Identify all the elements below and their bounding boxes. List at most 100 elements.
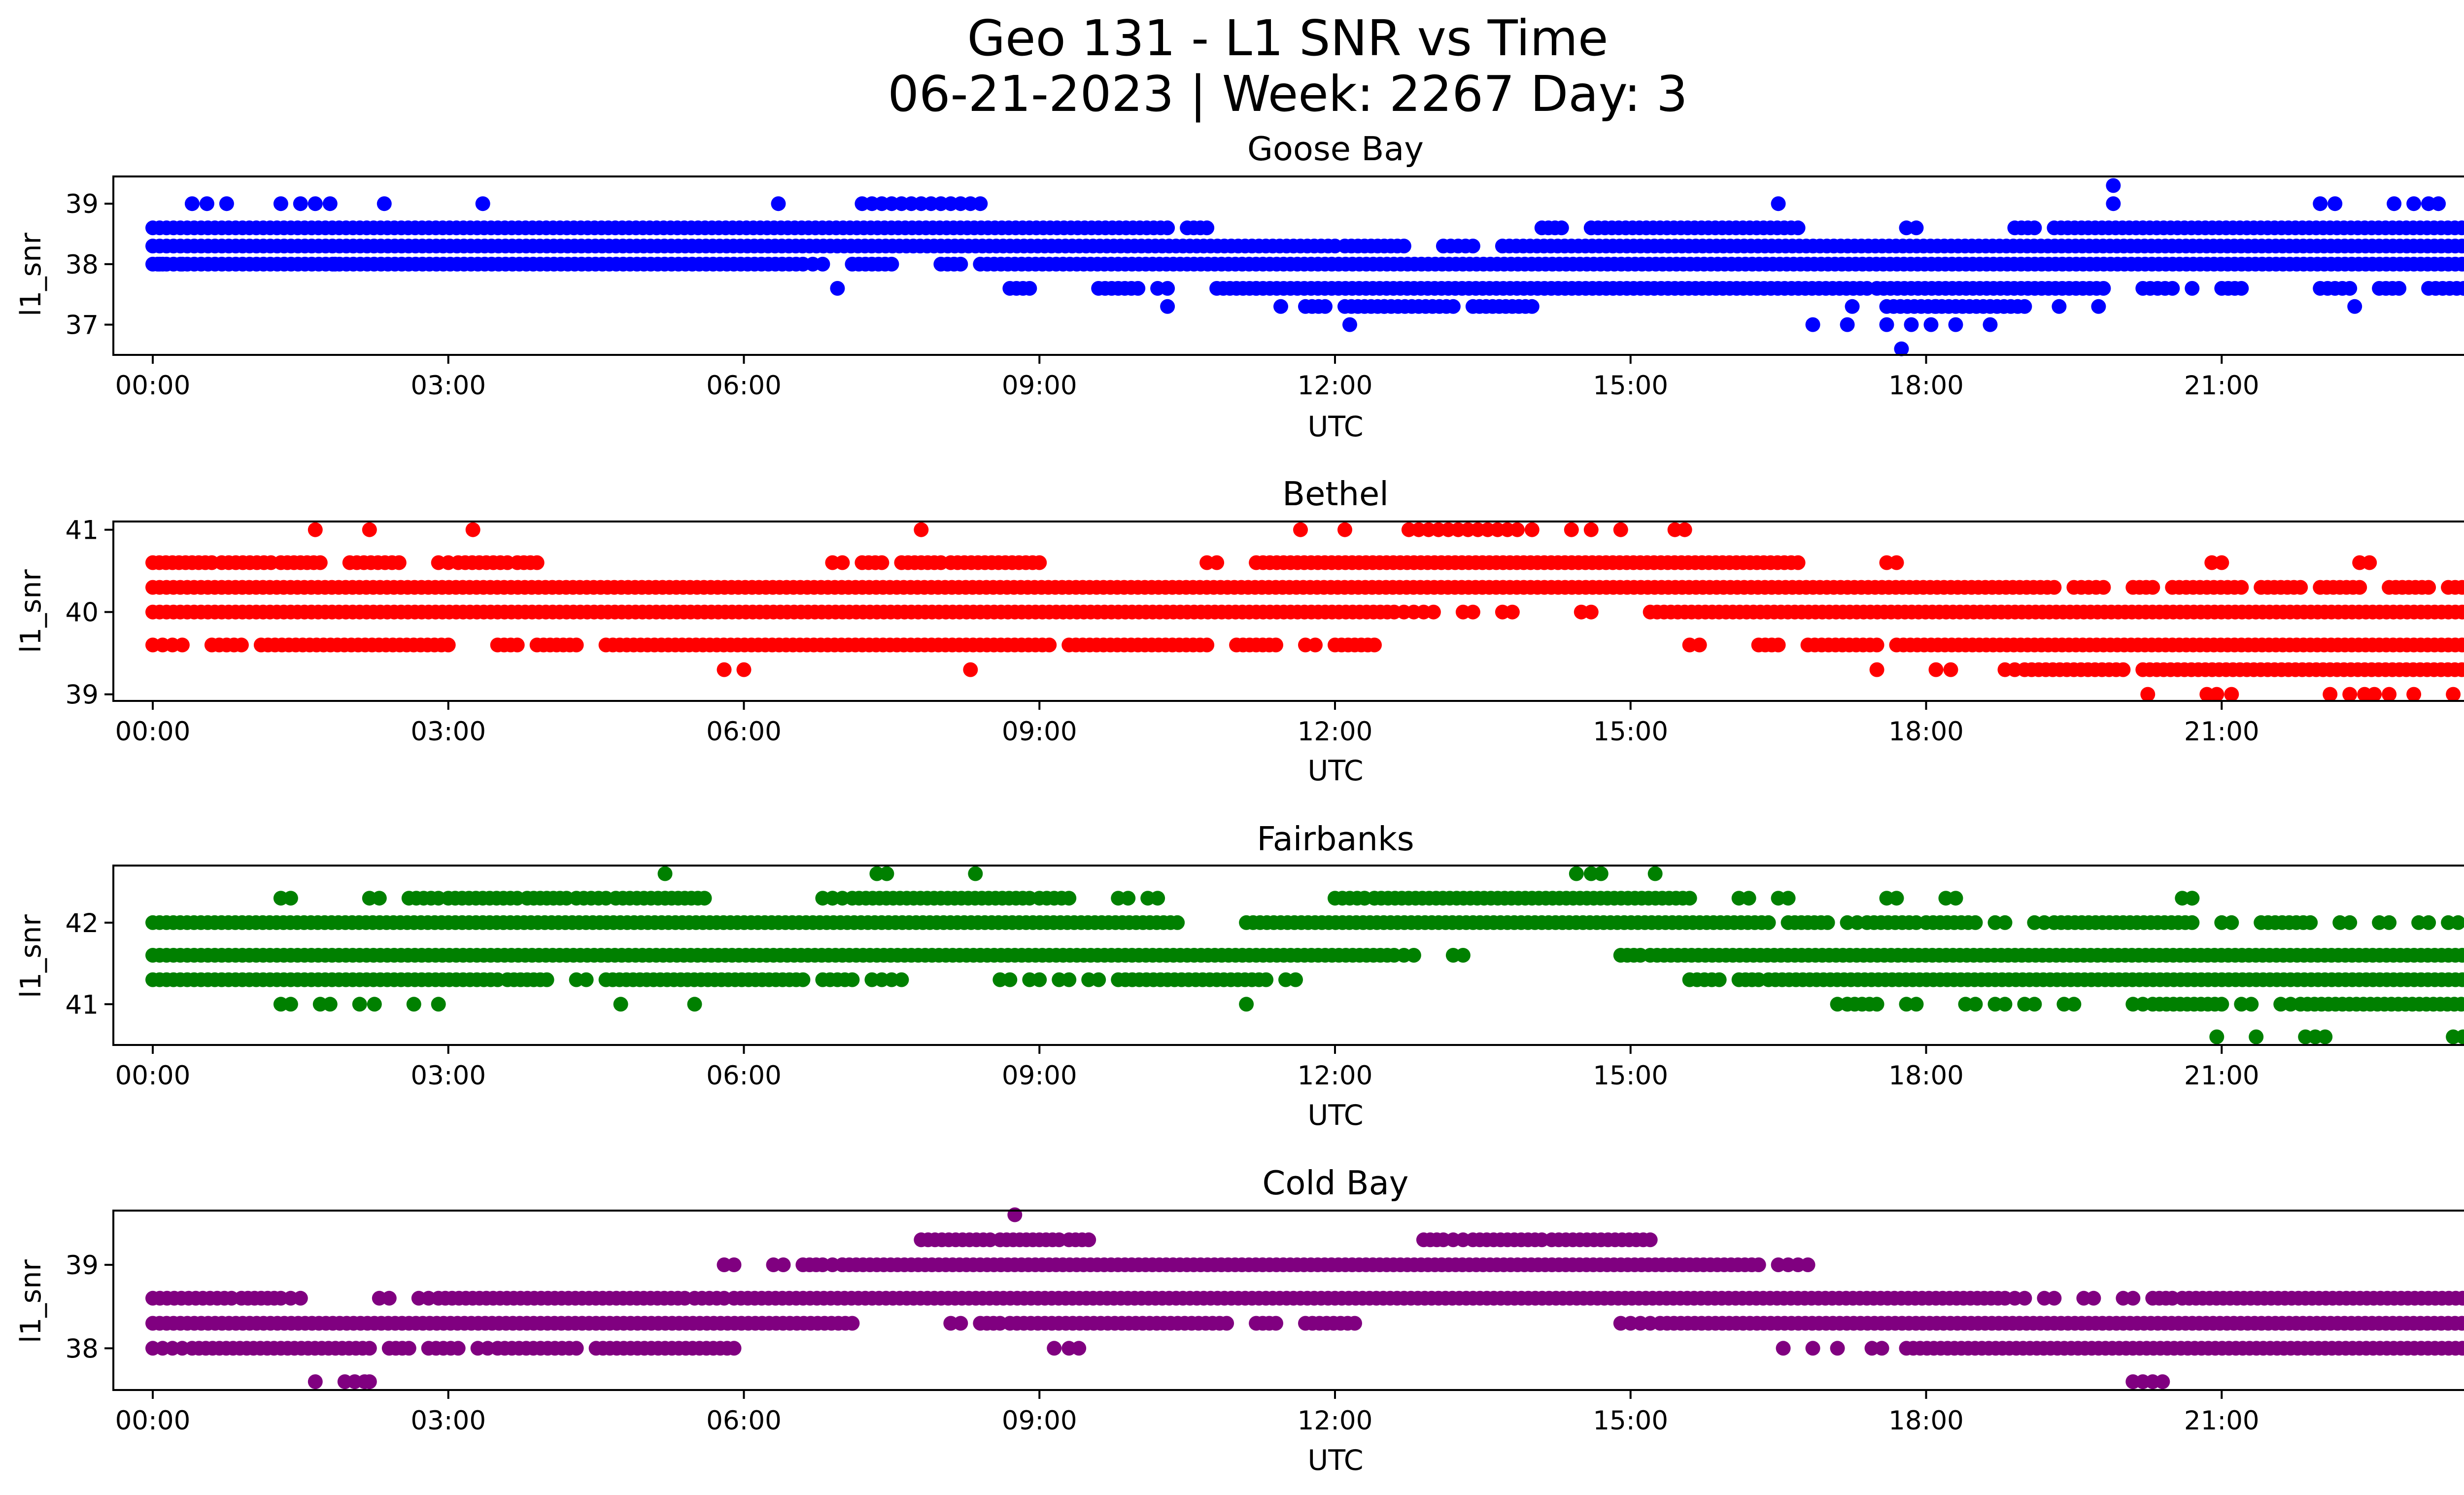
data-point xyxy=(312,555,328,570)
data-point xyxy=(1239,997,1254,1012)
data-point xyxy=(308,522,323,537)
data-point xyxy=(1071,1341,1087,1356)
data-point xyxy=(1318,299,1333,314)
data-point xyxy=(2244,997,2259,1012)
y-axis-label: l1_snr xyxy=(15,914,47,998)
data-point xyxy=(1845,299,1860,314)
data-point xyxy=(308,196,323,211)
x-tick-label: 21:00 xyxy=(2184,371,2259,401)
x-tick-label: 06:00 xyxy=(706,717,782,747)
data-point xyxy=(2455,256,2464,272)
data-point xyxy=(1367,637,1382,653)
data-point xyxy=(815,256,830,272)
data-point xyxy=(1613,522,1628,537)
data-point xyxy=(2342,915,2358,930)
data-point xyxy=(322,997,338,1012)
data-point xyxy=(2323,687,2338,702)
data-point xyxy=(2455,604,2464,620)
data-point xyxy=(771,196,786,211)
data-point xyxy=(1465,239,1480,254)
data-point xyxy=(539,972,554,987)
data-point xyxy=(1894,341,1909,356)
data-point xyxy=(657,866,673,881)
data-point xyxy=(283,997,298,1012)
data-point xyxy=(1509,522,1525,537)
data-point xyxy=(155,256,170,272)
data-point xyxy=(687,997,702,1012)
figure-title-line1: Geo 131 - L1 SNR vs Time xyxy=(967,9,1608,67)
data-point xyxy=(174,256,190,272)
data-point xyxy=(1997,997,2013,1012)
data-point xyxy=(569,637,584,653)
y-tick-label: 40 xyxy=(66,598,99,628)
data-point xyxy=(362,1341,377,1356)
data-point xyxy=(874,555,890,570)
data-point xyxy=(2293,580,2308,595)
y-axis-label: l1_snr xyxy=(15,1259,47,1343)
data-point xyxy=(2027,220,2042,236)
x-tick-label: 18:00 xyxy=(1888,371,1964,401)
data-point xyxy=(697,891,712,906)
data-point xyxy=(327,256,342,272)
data-point xyxy=(1426,604,1441,620)
data-point xyxy=(2387,196,2402,211)
x-tick-label: 03:00 xyxy=(411,371,486,401)
x-tick-label: 00:00 xyxy=(115,1406,191,1436)
panel-title: Fairbanks xyxy=(1257,820,1414,858)
data-point xyxy=(845,972,860,987)
data-point xyxy=(2106,196,2121,211)
data-point xyxy=(1505,604,1520,620)
data-point xyxy=(2303,915,2318,930)
data-point xyxy=(1771,637,1786,653)
data-point xyxy=(2125,1290,2141,1306)
data-point xyxy=(362,522,377,537)
data-point xyxy=(1219,1316,1234,1331)
data-point xyxy=(510,637,525,653)
data-point xyxy=(1790,220,1806,236)
data-point xyxy=(401,1341,416,1356)
data-point xyxy=(2116,662,2131,677)
data-point xyxy=(174,637,190,653)
data-point xyxy=(1790,555,1806,570)
data-point xyxy=(219,196,234,211)
plot-area: 00:00 03:00 06:00 09:00 12:00 15:00 18:00 21:00… xyxy=(66,516,2464,747)
data-point xyxy=(1406,948,1421,963)
data-point xyxy=(1840,317,1855,332)
panel-title: Cold Bay xyxy=(1263,1164,1409,1202)
x-tick-label: 12:00 xyxy=(1298,1061,1373,1091)
data-point xyxy=(2017,299,2032,314)
data-point xyxy=(845,1316,860,1331)
x-tick-label: 15:00 xyxy=(1593,1406,1668,1436)
y-tick-label: 41 xyxy=(66,516,99,546)
data-point xyxy=(293,1290,308,1306)
data-point xyxy=(1160,281,1175,296)
data-point xyxy=(1342,317,1357,332)
x-tick-label: 12:00 xyxy=(1298,371,1373,401)
data-point xyxy=(1199,220,1215,236)
x-tick-label: 06:00 xyxy=(706,1061,782,1091)
data-point xyxy=(1909,997,1924,1012)
x-tick-label: 15:00 xyxy=(1593,1061,1668,1091)
data-point xyxy=(2421,580,2436,595)
data-point xyxy=(1647,866,1663,881)
data-point xyxy=(2406,687,2422,702)
data-point xyxy=(1761,915,1776,930)
data-point xyxy=(736,662,752,677)
data-point xyxy=(2091,299,2106,314)
data-point xyxy=(894,972,909,987)
data-point xyxy=(1022,281,1037,296)
data-point xyxy=(1948,317,1963,332)
data-point xyxy=(1150,891,1165,906)
data-point xyxy=(1928,662,1944,677)
data-point xyxy=(2234,580,2249,595)
data-point xyxy=(475,196,490,211)
data-point xyxy=(1583,522,1599,537)
data-point xyxy=(2086,1290,2101,1306)
data-point xyxy=(2431,196,2446,211)
data-point xyxy=(1465,604,1480,620)
x-tick-label: 00:00 xyxy=(115,371,191,401)
data-point xyxy=(2066,997,2082,1012)
data-point xyxy=(2096,281,2111,296)
x-axis-label: UTC xyxy=(1308,1444,1364,1477)
x-tick-label: 09:00 xyxy=(1002,717,1077,747)
